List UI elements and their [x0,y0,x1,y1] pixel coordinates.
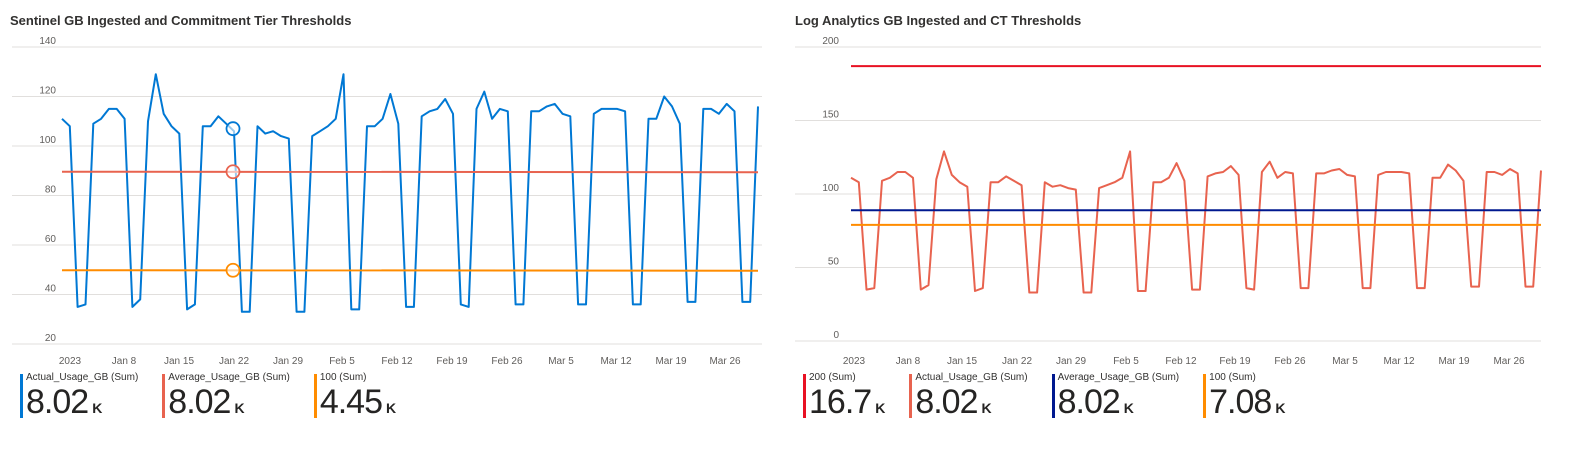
legend-series-name: Actual_Usage_GB (Sum) [26,372,139,383]
legend-series-name: Actual_Usage_GB (Sum) [915,372,1028,383]
legend-item[interactable]: Average_Usage_GB (Sum) 8.02 K [162,372,290,420]
chart-title: Sentinel GB Ingested and Commitment Tier… [10,13,352,28]
legend-swatch [909,374,913,418]
sentinel-chart-panel: Sentinel GB Ingested and Commitment Tier… [0,0,790,460]
x-tick-label: Mar 19 [1438,356,1470,367]
legend-value-number: 7.08 [1209,383,1272,421]
x-tick-label: Jan 15 [947,356,977,367]
legend-value-unit: K [1275,400,1286,416]
hover-marker [225,164,241,180]
legend-value-unit: K [875,400,886,416]
legend-value-number: 16.7 [809,383,872,421]
series-line [61,269,759,272]
chart-legend: 200 (Sum) 16.7 K Actual_Usage_GB (Sum) 8.02 K… [803,372,1309,420]
y-tick-label: 100 [822,183,839,194]
x-tick-label: Mar 19 [655,356,687,367]
legend-item[interactable]: 100 (Sum) 4.45 K [313,372,396,420]
x-tick-label: Mar 12 [1383,356,1415,367]
x-tick-label: Jan 8 [112,356,137,367]
legend-total-value: 8.02 K [168,384,290,426]
y-tick-label: 80 [45,185,57,196]
legend-series-name: 200 (Sum) [809,372,856,383]
x-tick-label: Jan 29 [1056,356,1086,367]
y-tick-label: 40 [45,284,57,295]
x-tick-label: Mar 26 [709,356,741,367]
legend-value-number: 8.02 [1057,383,1121,421]
legend-value-number: 8.02 [168,383,231,421]
legend-value-number: 8.02 [915,383,978,421]
legend-total-value: 8.02 K [26,384,138,426]
chart-legend: Actual_Usage_GB (Sum) 8.02 K Average_Usage_… [20,372,420,420]
x-tick-label: Mar 26 [1493,356,1525,367]
x-tick-label: Mar 12 [600,356,632,367]
x-tick-label: Feb 26 [1274,356,1306,367]
x-tick-label: Feb 19 [1219,356,1251,367]
legend-value-unit: K [234,400,245,416]
legend-total-value: 8.02 K [1058,384,1180,426]
y-tick-label: 100 [39,135,56,146]
log-analytics-chart-panel: Log Analytics GB Ingested and CT Thresho… [795,0,1590,460]
y-tick-label: 140 [39,36,56,47]
y-tick-label: 120 [39,86,56,97]
legend-total-value: 8.02 K [915,384,1027,426]
legend-item[interactable]: Actual_Usage_GB (Sum) 8.02 K [909,372,1028,420]
hover-marker [225,121,241,137]
legend-swatch [313,374,317,418]
x-tick-label: Jan 29 [273,356,303,367]
x-tick-label: Jan 22 [219,356,249,367]
y-tick-label: 200 [822,36,839,47]
x-tick-label: Mar 5 [1332,356,1358,367]
x-tick-label: Feb 12 [1165,356,1197,367]
x-tick-label: Jan 22 [1002,356,1032,367]
legend-value-number: 8.02 [26,383,89,421]
x-tick-label: 2023 [843,356,866,367]
legend-swatch [162,374,166,418]
x-tick-label: Feb 5 [1113,356,1139,367]
y-tick-label: 0 [833,330,839,341]
legend-item[interactable]: 200 (Sum) 16.7 K [803,372,885,420]
sentinel-line-chart[interactable]: 20 40 60 80 100 120 140 2023 Jan 8 Jan 15 Jan 22 Ja… [0,0,790,370]
legend-swatch [1203,374,1207,418]
legend-series-name: Average_Usage_GB (Sum) [1057,372,1180,383]
series-line [61,73,759,313]
legend-swatch [1051,374,1055,418]
legend-series-name: Average_Usage_GB (Sum) [168,372,290,383]
legend-series-name: 100 (Sum) [1209,372,1256,383]
legend-value-unit: K [386,400,397,416]
legend-total-value: 4.45 K [320,384,396,426]
y-tick-label: 60 [45,234,57,245]
x-tick-label: Jan 8 [896,356,921,367]
legend-swatch [20,374,23,418]
x-tick-label: Feb 5 [329,356,355,367]
x-tick-label: Feb 26 [491,356,523,367]
legend-value-unit: K [981,400,992,416]
legend-total-value: 16.7 K [809,384,885,426]
log-analytics-line-chart[interactable]: 0 50 100 150 200 2023 Jan 8 Jan 15 Jan 22 Jan 29 F… [795,0,1590,370]
series-line [61,170,759,174]
legend-value-unit: K [92,400,103,416]
y-tick-label: 20 [45,333,57,344]
x-tick-label: Mar 5 [548,356,574,367]
legend-swatch [803,374,806,418]
series-line [850,150,1542,294]
x-tick-label: Jan 15 [164,356,194,367]
legend-value-unit: K [1123,400,1134,416]
x-tick-label: Feb 12 [381,356,413,367]
legend-item[interactable]: 100 (Sum) 7.08 K [1203,372,1285,420]
y-tick-label: 150 [822,110,839,121]
legend-series-name: 100 (Sum) [319,372,367,383]
legend-total-value: 7.08 K [1209,384,1285,426]
x-tick-label: 2023 [59,356,82,367]
legend-item[interactable]: Average_Usage_GB (Sum) 8.02 K [1051,372,1180,420]
legend-value-number: 4.45 [319,383,383,421]
y-tick-label: 50 [828,257,840,268]
hover-marker [225,262,241,278]
x-tick-label: Feb 19 [436,356,468,367]
legend-item[interactable]: Actual_Usage_GB (Sum) 8.02 K [20,372,138,420]
chart-title: Log Analytics GB Ingested and CT Thresho… [795,13,1082,28]
